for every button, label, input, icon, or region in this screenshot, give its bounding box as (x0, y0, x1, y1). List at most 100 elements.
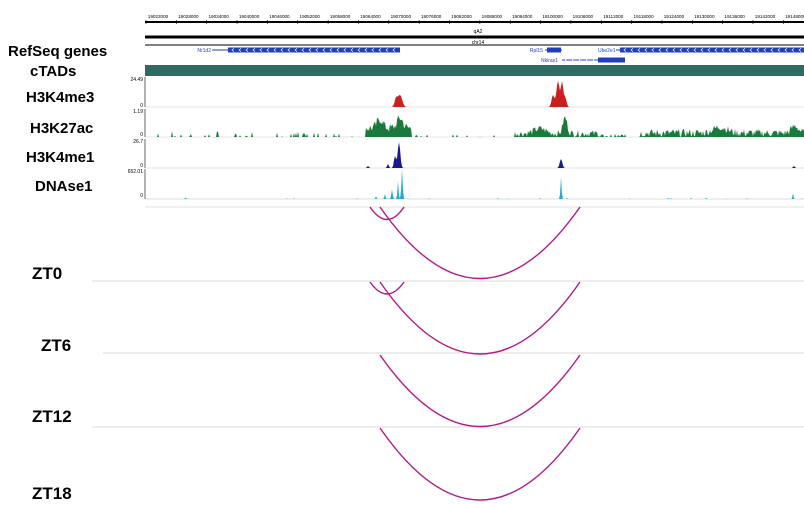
panel-zt18-label: ZT18 (32, 484, 72, 503)
strand-chevron (728, 48, 732, 52)
strand-chevron (315, 48, 319, 52)
panel-zt0: ZT0 (32, 206, 804, 283)
h3k4me1-max-label: 26.7 (133, 139, 143, 145)
strand-chevron (378, 48, 382, 52)
ruler-coordinate-label: 19058000 (330, 14, 351, 19)
gene-nkiras1-label: Nkiras1 (541, 58, 558, 64)
dnase1-min-label: 0 (140, 193, 143, 199)
strand-chevron (644, 48, 648, 52)
strand-chevron (301, 48, 305, 52)
strand-chevron (336, 48, 340, 52)
strand-chevron (665, 48, 669, 52)
strand-chevron (322, 48, 326, 52)
strand-chevron (721, 48, 725, 52)
ruler-coordinate-label: 19112000 (603, 14, 624, 19)
strand-chevron (686, 48, 690, 52)
ruler-coordinate-label: 19136000 (724, 14, 745, 19)
strand-chevron (245, 48, 249, 52)
strand-chevron (252, 48, 256, 52)
ruler-coordinate-label: 19046000 (269, 14, 290, 19)
ctads-track: cTADs (30, 63, 804, 80)
h3k4me3-min-label: 0 (140, 103, 143, 109)
gene-rpl15-label: Rpl15 (530, 48, 543, 54)
panel-zt0-short-arc (369, 206, 405, 221)
strand-chevron (658, 48, 662, 52)
strand-chevron (735, 48, 739, 52)
h3k4me3-track-label: H3K4me3 (26, 89, 94, 106)
ruler-coordinate-label: 19088000 (482, 14, 503, 19)
strand-chevron (630, 48, 634, 52)
strand-chevron (280, 48, 284, 52)
gene-ube2e1-label: Ube2e1 (598, 48, 616, 54)
strand-chevron (273, 48, 277, 52)
h3k27ac-signal (145, 115, 804, 137)
ruler-coordinate-label: 19148000 (785, 14, 804, 19)
band-label: qA2 (474, 29, 483, 35)
strand-chevron (238, 48, 242, 52)
strand-chevron (570, 58, 574, 62)
ruler-coordinate-label: 19082000 (451, 14, 472, 19)
panel-zt12: ZT12 (32, 354, 804, 428)
gene-nr1d2-label: Nr1d2 (197, 48, 211, 54)
strand-chevron (763, 48, 767, 52)
panel-zt6: ZT6 (41, 281, 804, 355)
ruler-coordinate-label: 19100000 (542, 14, 563, 19)
gene-rpl15-exons (547, 47, 561, 53)
panel-zt0-long-arc (379, 206, 581, 280)
strand-chevron (577, 58, 581, 62)
coordinate-ruler: 19022000 19028000 19034000 19040000 19046000… (145, 14, 804, 46)
strand-chevron (672, 48, 676, 52)
ruler-coordinate-label: 19106000 (573, 14, 594, 19)
strand-chevron (357, 48, 361, 52)
strand-chevron (563, 58, 567, 62)
gene-ube2e1-exons (620, 47, 804, 53)
strand-chevron (364, 48, 368, 52)
strand-chevron (651, 48, 655, 52)
ruler-coordinate-label: 19034000 (208, 14, 229, 19)
panel-zt12-label: ZT12 (32, 407, 72, 426)
panel-zt6-label: ZT6 (41, 336, 71, 355)
strand-chevron (714, 48, 718, 52)
ruler-coordinate-label: 19118000 (634, 14, 655, 19)
strand-chevron (707, 48, 711, 52)
panel-zt6-long-arc (379, 281, 581, 355)
ruler-coordinate-label: 19070000 (391, 14, 412, 19)
interaction-panels: ZT0 ZT6 ZT12 ZT18 (32, 206, 804, 503)
strand-chevron (308, 48, 312, 52)
chromosome-label: chr14 (472, 40, 485, 46)
refseq-track: RefSeq genes Nr1d2 Rpl15 Nkiras1 Ube2e1 (8, 43, 804, 64)
h3k27ac-min-label: 0 (140, 132, 143, 138)
strand-chevron (385, 48, 389, 52)
strand-chevron (798, 48, 802, 52)
strand-chevron (679, 48, 683, 52)
dnase1-track: DNAse1 652.01 0 (35, 169, 804, 200)
strand-chevron (350, 48, 354, 52)
ruler-coordinate-label: 19130000 (694, 14, 715, 19)
h3k4me1-track-label: H3K4me1 (26, 149, 94, 166)
strand-chevron (231, 48, 235, 52)
strand-chevron (777, 48, 781, 52)
strand-chevron (637, 48, 641, 52)
panel-zt18-long-arc (379, 427, 581, 501)
strand-chevron (371, 48, 375, 52)
ruler-coordinate-label: 19142000 (755, 14, 776, 19)
refseq-track-label: RefSeq genes (8, 43, 107, 60)
strand-chevron (259, 48, 263, 52)
h3k27ac-track-label: H3K27ac (30, 120, 93, 137)
ruler-coordinate-label: 19040000 (239, 14, 260, 19)
ruler-coordinate-label: 19028000 (178, 14, 199, 19)
strand-chevron (784, 48, 788, 52)
strand-chevron (392, 48, 396, 52)
ctad-domain-bar (145, 65, 804, 76)
panel-zt18: ZT18 (32, 427, 581, 503)
strand-chevron (742, 48, 746, 52)
h3k4me1-signal (145, 141, 804, 168)
strand-chevron (266, 48, 270, 52)
strand-chevron (693, 48, 697, 52)
strand-chevron (791, 48, 795, 52)
ruler-coordinate-label: 19094000 (512, 14, 533, 19)
ruler-coordinate-label: 19022000 (148, 14, 169, 19)
ctads-track-label: cTADs (30, 63, 76, 80)
ruler-coordinate-label: 19076000 (421, 14, 442, 19)
